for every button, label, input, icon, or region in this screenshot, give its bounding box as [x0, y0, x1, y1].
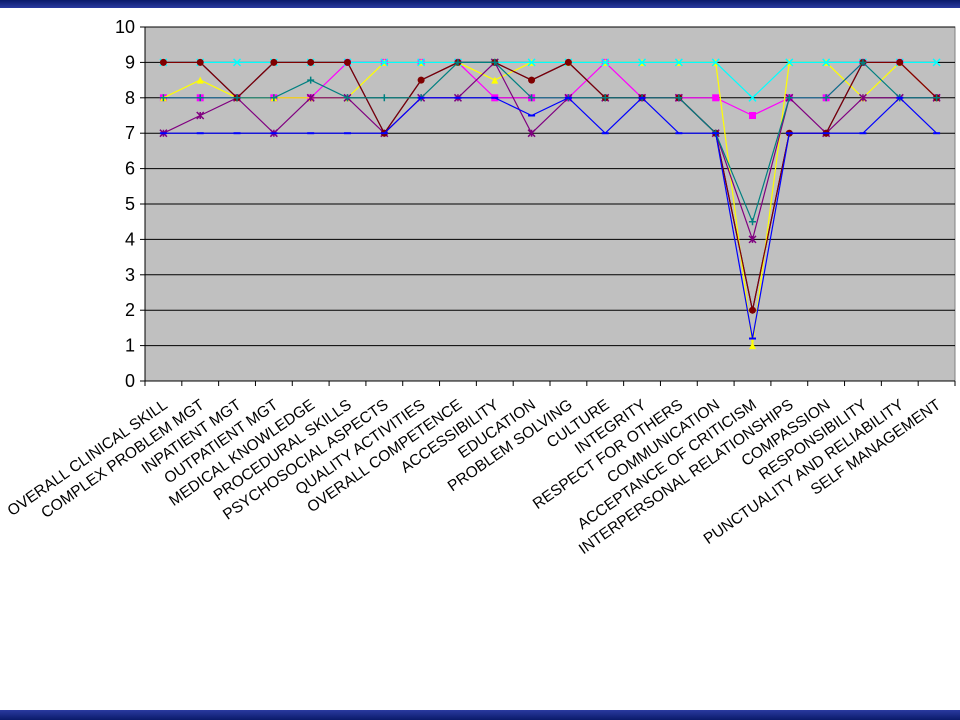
- data-point-marker: [344, 58, 351, 66]
- data-point-marker: [270, 94, 278, 102]
- data-point-marker: [933, 94, 941, 102]
- y-tick-label: 0: [125, 371, 135, 391]
- data-point-marker: [601, 94, 609, 102]
- series-line: [163, 61, 937, 242]
- data-point-marker: [711, 58, 720, 67]
- data-point-marker: [859, 58, 867, 66]
- y-tick-label: 4: [125, 229, 135, 249]
- data-point-marker: [454, 58, 462, 66]
- series-8: [159, 96, 941, 340]
- data-point-marker: [748, 93, 757, 102]
- data-point-marker: [306, 93, 315, 102]
- y-tick-label: 9: [125, 52, 135, 72]
- data-point-marker: [675, 94, 683, 102]
- data-point-marker: [233, 94, 241, 102]
- y-tick-label: 2: [125, 300, 135, 320]
- data-point-marker: [564, 58, 572, 66]
- data-point-marker: [307, 76, 315, 84]
- y-tick-label: 1: [125, 336, 135, 356]
- data-point-marker: [196, 111, 205, 120]
- series-line: [163, 61, 937, 224]
- data-point-marker: [822, 94, 830, 102]
- data-point-marker: [601, 58, 610, 67]
- data-point-marker: [417, 58, 426, 67]
- y-tick-label: 7: [125, 123, 135, 143]
- data-point-marker: [196, 94, 204, 102]
- data-point-marker: [749, 112, 756, 119]
- data-point-marker: [417, 76, 425, 84]
- data-point-marker: [932, 58, 941, 67]
- data-point-marker: [638, 58, 647, 67]
- series-7: [159, 58, 941, 226]
- data-point-marker: [785, 58, 794, 67]
- data-point-marker: [380, 58, 389, 67]
- data-point-marker: [196, 58, 204, 66]
- y-tick-label: 6: [125, 159, 135, 179]
- data-point-marker: [159, 58, 167, 66]
- data-point-marker: [159, 94, 167, 102]
- data-point-marker: [527, 129, 536, 138]
- series-group: [159, 58, 941, 350]
- data-point-marker: [196, 76, 204, 84]
- data-point-marker: [307, 58, 315, 66]
- data-point-marker: [491, 58, 499, 66]
- data-point-marker: [233, 58, 242, 67]
- data-point-marker: [858, 93, 867, 102]
- y-axis: 0 1 2 3 4 5 6 7 8 9 10: [115, 17, 146, 391]
- y-tick-label: 5: [125, 194, 135, 214]
- data-point-marker: [822, 58, 831, 67]
- data-point-marker: [270, 58, 278, 66]
- data-point-marker: [380, 94, 388, 102]
- y-tick-label: 3: [125, 265, 135, 285]
- data-point-marker: [749, 218, 756, 226]
- data-point-marker: [748, 235, 757, 244]
- data-point-marker: [491, 76, 499, 84]
- data-point-marker: [785, 94, 793, 102]
- y-tick-label: 8: [125, 88, 135, 108]
- data-point-marker: [528, 76, 536, 84]
- data-point-marker: [712, 94, 720, 102]
- data-point-marker: [749, 342, 756, 350]
- bottom-footer-band: [0, 710, 960, 720]
- data-point-marker: [527, 58, 536, 67]
- data-point-marker: [896, 58, 904, 66]
- top-title-band: [0, 0, 960, 8]
- data-point-marker: [674, 58, 683, 67]
- data-point-marker: [528, 94, 536, 102]
- data-point-marker: [749, 306, 756, 314]
- data-point-marker: [344, 94, 351, 102]
- series-line: [163, 96, 938, 339]
- y-tick-label: 10: [115, 17, 135, 37]
